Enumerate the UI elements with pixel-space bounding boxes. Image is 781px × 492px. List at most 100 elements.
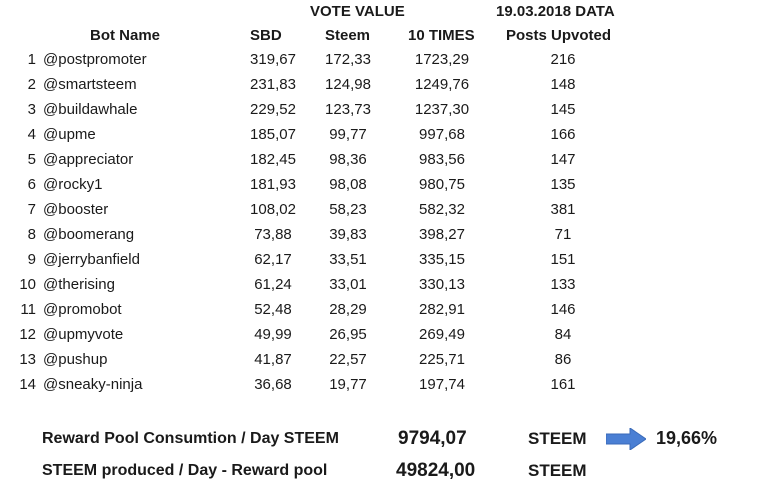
table-row: 10 @therising 61,24 33,01 330,13 133 [0,276,781,301]
posts-upvoted-value: 147 [550,151,576,168]
summary-line1-label: Reward Pool Consumtion / Day STEEM [42,430,339,447]
sbd-value: 181,93 [250,176,296,193]
summary-percent: 19,66% [656,428,718,448]
sbd-value: 61,24 [254,276,292,293]
posts-upvoted-value: 86 [554,351,572,368]
steem-value: 19,77 [329,376,367,393]
steem-value: 22,57 [329,351,367,368]
row-number: 1 [27,51,36,68]
header-bot-name: Bot Name [90,27,161,44]
row-number: 9 [27,251,36,268]
bot-name: @booster [43,201,109,218]
posts-upvoted-value: 381 [550,201,576,218]
row-number: 6 [27,176,36,193]
posts-upvoted-value: 216 [550,51,576,68]
steem-value: 39,83 [329,226,367,243]
sbd-value: 108,02 [250,201,296,218]
sbd-value: 229,52 [250,101,296,118]
table-row: 6 @rocky1 181,93 98,08 980,75 135 [0,176,781,201]
table-row: 2 @smartsteem 231,83 124,98 1249,76 148 [0,76,781,101]
table-row: 3 @buildawhale 229,52 123,73 1237,30 145 [0,101,781,126]
table-row: 8 @boomerang 73,88 39,83 398,27 71 [0,226,781,251]
bot-name: @buildawhale [43,101,138,118]
sbd-value: 52,48 [254,301,292,318]
sbd-value: 231,83 [250,76,296,93]
row-number: 5 [27,151,36,168]
sbd-value: 73,88 [254,226,292,243]
summary-line2-label: STEEM produced / Day - Reward pool [42,462,328,479]
steem-value: 98,08 [329,176,367,193]
row-number: 4 [27,126,36,143]
sbd-value: 185,07 [250,126,296,143]
bot-name: @smartsteem [43,76,137,93]
right-arrow-icon [606,428,646,450]
ten-times-value: 225,71 [419,351,465,368]
ten-times-value: 1723,29 [414,51,470,68]
sbd-value: 182,45 [250,151,296,168]
table-row: 13 @pushup 41,87 22,57 225,71 86 [0,351,781,376]
steem-value: 33,51 [329,251,367,268]
row-number: 8 [27,226,36,243]
ten-times-value: 335,15 [419,251,465,268]
steem-value: 172,33 [325,51,371,68]
sbd-value: 49,99 [254,326,292,343]
bot-name: @promobot [43,301,122,318]
posts-upvoted-value: 166 [550,126,576,143]
header-steem: Steem [325,27,371,44]
sbd-value: 41,87 [254,351,292,368]
table-row: 12 @upmyvote 49,99 26,95 269,49 84 [0,326,781,351]
row-number: 3 [27,101,36,118]
sbd-value: 62,17 [254,251,292,268]
bot-name: @sneaky-ninja [43,376,143,393]
steem-value: 28,29 [329,301,367,318]
bot-name: @upmyvote [43,326,124,343]
steem-value: 99,77 [329,126,367,143]
summary-line1-unit: STEEM [528,429,587,448]
bot-name: @upme [43,126,96,143]
row-number: 11 [20,301,36,318]
ten-times-value: 980,75 [419,176,465,193]
steem-value: 26,95 [329,326,367,343]
posts-upvoted-value: 145 [550,101,576,118]
steem-value: 123,73 [325,101,371,118]
bot-name: @jerrybanfield [43,251,140,268]
table-row: 4 @upme 185,07 99,77 997,68 166 [0,126,781,151]
ten-times-value: 582,32 [419,201,465,218]
row-number: 2 [27,76,36,93]
bot-name: @rocky1 [43,176,103,193]
ten-times-value: 1249,76 [414,76,470,93]
summary-line1-value: 9794,07 [398,428,467,449]
table-row: 1 @postpromoter 319,67 172,33 1723,29 216 [0,51,781,76]
steem-value: 98,36 [329,151,367,168]
summary-line2-unit: STEEM [528,461,587,480]
ten-times-value: 398,27 [419,226,465,243]
ten-times-value: 330,13 [419,276,465,293]
row-number: 12 [19,326,36,343]
ten-times-value: 197,74 [419,376,465,393]
table-row: 14 @sneaky-ninja 36,68 19,77 197,74 161 [0,376,781,401]
header-posts-upvoted: Posts Upvoted [506,27,612,44]
ten-times-value: 1237,30 [414,101,470,118]
summary-line2-value: 49824,00 [396,460,476,481]
bot-name: @appreciator [43,151,134,168]
table-row: 9 @jerrybanfield 62,17 33,51 335,15 151 [0,251,781,276]
ten-times-value: 983,56 [419,151,465,168]
bot-name: @therising [43,276,115,293]
posts-upvoted-value: 148 [550,76,576,93]
posts-upvoted-value: 135 [550,176,576,193]
bot-name: @postpromoter [43,51,147,68]
ten-times-value: 282,91 [419,301,465,318]
row-number: 10 [19,276,36,293]
header-data-date: 19.03.2018 DATA [496,3,615,20]
posts-upvoted-value: 84 [554,326,572,343]
steem-value: 33,01 [329,276,367,293]
row-number: 7 [27,201,36,218]
header-10-times: 10 TIMES [408,27,475,44]
table-row: 7 @booster 108,02 58,23 582,32 381 [0,201,781,226]
steem-value: 58,23 [329,201,367,218]
posts-upvoted-value: 146 [550,301,576,318]
posts-upvoted-value: 133 [550,276,576,293]
ten-times-value: 269,49 [419,326,465,343]
bot-name: @boomerang [43,226,135,243]
posts-upvoted-value: 161 [550,376,576,393]
